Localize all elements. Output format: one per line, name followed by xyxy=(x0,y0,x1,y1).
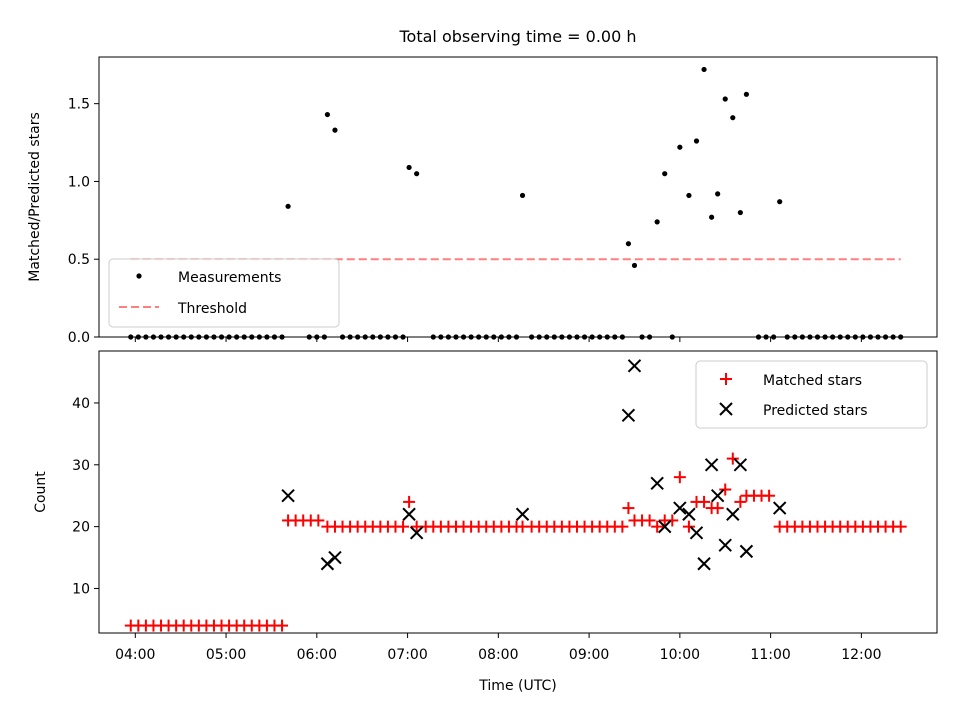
predicted-stars-point xyxy=(739,544,754,559)
matched-stars-point xyxy=(726,452,739,465)
bottom-axes-frame xyxy=(98,350,938,634)
matched-stars-point xyxy=(719,483,732,496)
legend-label-predicted-stars: Predicted stars xyxy=(763,403,868,419)
matched-stars-point xyxy=(403,495,416,508)
predicted-stars-point xyxy=(697,557,711,571)
bottom-x-tick-label: 05:00 xyxy=(206,647,246,663)
matched-stars-point xyxy=(312,514,325,527)
measurement-point xyxy=(715,191,721,197)
matched-stars-point xyxy=(666,514,679,527)
predicted-stars-point xyxy=(281,489,295,503)
measurement-point xyxy=(737,209,743,216)
top-y-tick-label: 0.5 xyxy=(68,252,90,268)
bottom-legend: Matched stars Predicted stars xyxy=(695,360,928,429)
bottom-plot-area: 10 20 30 40 04:00 05:00 06:00 07:00 08:00 09:00 10… xyxy=(72,359,907,663)
legend-x-marker xyxy=(719,402,733,416)
predicted-stars-point xyxy=(733,458,748,472)
measurement-point xyxy=(693,138,700,144)
bottom-y-axis-label: Count xyxy=(33,471,49,513)
top-y-axis-label: Matched/Predicted stars xyxy=(27,112,43,282)
matched-stars-point xyxy=(276,619,289,632)
measurement-point xyxy=(701,66,707,73)
bottom-x-tick-label: 10:00 xyxy=(660,647,700,663)
predicted-stars-point xyxy=(726,507,740,521)
chart-title: Total observing time = 0.00 h xyxy=(398,27,636,46)
bottom-x-axis-label: Time (UTC) xyxy=(478,678,556,694)
predicted-stars-point xyxy=(704,458,719,472)
measurement-point xyxy=(686,192,692,199)
top-y-tick-label: 1.0 xyxy=(68,174,90,190)
top-legend: Measurements Threshold xyxy=(108,258,340,328)
matched-stars-point xyxy=(894,520,907,533)
bottom-y-tick-label: 20 xyxy=(72,520,90,536)
measurement-point xyxy=(414,171,420,177)
top-y-tick-label: 0.0 xyxy=(68,330,90,346)
matched-stars-point xyxy=(622,502,635,515)
matched-stars-point xyxy=(651,520,664,533)
measurement-point xyxy=(519,192,526,199)
measurement-point xyxy=(631,262,638,269)
matched-stars-point xyxy=(711,502,724,515)
predicted-stars-point xyxy=(409,526,424,540)
top-axes-frame xyxy=(98,56,938,338)
matched-stars-point xyxy=(682,520,695,533)
predicted-stars-point xyxy=(718,538,732,552)
predicted-stars-point xyxy=(650,476,664,491)
matched-stars-point xyxy=(734,495,747,508)
bottom-x-tick-label: 06:00 xyxy=(297,647,337,663)
top-y-tick-label: 1.5 xyxy=(68,97,90,113)
matched-stars-point xyxy=(763,489,776,502)
measurement-point xyxy=(332,127,338,133)
bottom-legend-box xyxy=(695,360,928,429)
legend-dot-marker xyxy=(136,273,142,279)
legend-label-matched-stars: Matched stars xyxy=(763,373,862,389)
predicted-stars-point xyxy=(673,501,687,515)
measurement-point xyxy=(677,144,683,150)
measurement-point xyxy=(324,111,331,118)
predicted-stars-point xyxy=(515,507,530,521)
matched-stars-point xyxy=(673,471,686,484)
predicted-stars-point xyxy=(328,550,342,565)
measurement-point xyxy=(722,96,728,102)
predicted-stars-point xyxy=(621,408,636,423)
bottom-x-tick-label: 11:00 xyxy=(750,647,790,663)
bottom-x-tick-label: 08:00 xyxy=(478,647,518,663)
bottom-chart: Count Time (UTC) 10 20 30 40 04:00 05:00 06:00… xyxy=(33,350,938,694)
predicted-stars-point xyxy=(689,526,704,540)
bottom-y-tick-label: 30 xyxy=(72,458,90,474)
top-plot-area: 0.0 0.5 1.0 1.5 xyxy=(68,66,904,346)
measurement-point xyxy=(406,164,412,171)
bottom-x-tick-label: 12:00 xyxy=(841,647,881,663)
top-chart: Total observing time = 0.00 h Matched/Pr… xyxy=(27,27,938,346)
bottom-x-tick-label: 04:00 xyxy=(115,647,155,663)
measurement-point xyxy=(743,91,750,97)
measurement-point xyxy=(709,214,715,220)
top-legend-box xyxy=(108,258,340,328)
measurement-point xyxy=(777,199,783,205)
measurement-point xyxy=(654,219,660,225)
bottom-y-tick-label: 10 xyxy=(72,581,90,597)
legend-label-measurements: Measurements xyxy=(178,270,281,286)
predicted-stars-point xyxy=(402,507,416,521)
measurement-point xyxy=(625,241,632,247)
matched-stars-point xyxy=(616,520,629,533)
bottom-x-tick-label: 09:00 xyxy=(569,647,609,663)
measurement-point xyxy=(662,171,668,177)
matched-stars-point xyxy=(643,514,656,527)
predicted-stars-point xyxy=(682,507,696,521)
matched-stars-point xyxy=(698,495,711,508)
legend-label-threshold: Threshold xyxy=(177,301,247,317)
bottom-y-tick-label: 40 xyxy=(72,396,90,412)
predicted-stars-point xyxy=(627,359,642,373)
predicted-stars-point xyxy=(658,519,672,534)
measurement-point xyxy=(285,203,291,209)
bottom-x-tick-label: 07:00 xyxy=(387,647,427,663)
matched-stars-point xyxy=(397,520,410,533)
predicted-stars-point xyxy=(710,489,725,503)
measurement-point xyxy=(730,115,736,121)
predicted-stars-point xyxy=(772,501,787,515)
legend-plus-marker xyxy=(720,373,732,385)
